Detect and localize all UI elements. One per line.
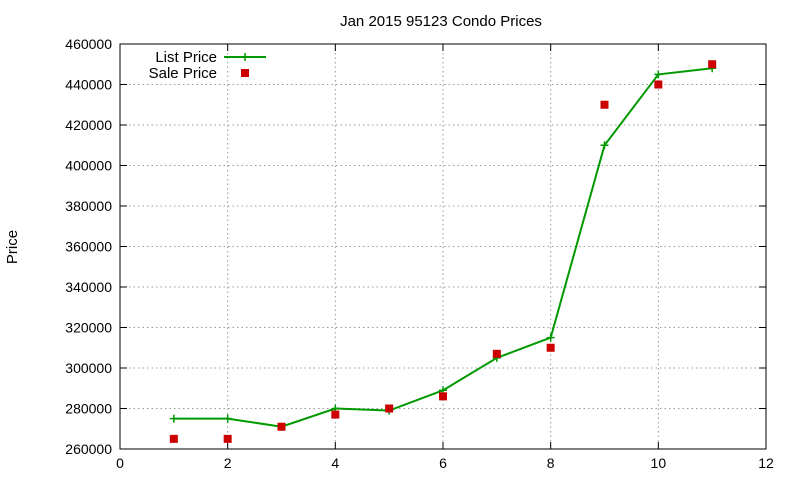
y-tick-label: 380000 [65,198,112,214]
y-tick-label: 400000 [65,158,112,174]
data-point-cross [600,141,609,150]
y-tick-label: 300000 [65,360,112,376]
x-tick-label: 8 [547,455,555,471]
x-tick-label: 0 [116,455,124,471]
data-point-square [439,392,447,401]
y-tick-label: 360000 [65,239,112,255]
data-point-cross [169,414,178,423]
x-tick-label: 10 [651,455,667,471]
x-tick-label: 2 [224,455,232,471]
x-tick-label: 4 [331,455,339,471]
legend-label: Sale Price [149,65,217,82]
y-tick-label: 460000 [65,36,112,52]
data-point-cross [546,333,555,342]
y-tick-label: 320000 [65,320,112,336]
data-point-square [385,404,394,413]
data-point-square [492,349,501,358]
series-sale-price [169,60,717,443]
series-layer [169,60,717,443]
gridlines [120,44,766,449]
data-point-cross [654,70,663,79]
y-tick-label: 420000 [65,117,112,133]
data-point-square [223,434,232,443]
data-point-square [708,60,717,69]
legend-swatch-square [241,69,249,77]
data-point-square [654,80,663,89]
axis-ticks: 260000 280000 300000 320000 340000 360000 3800… [65,36,774,471]
data-point-square [331,410,340,419]
y-tick-label: 440000 [65,77,112,93]
legend-swatch-cross [241,53,249,61]
y-tick-label: 260000 [65,441,112,457]
y-axis-label: Price [4,230,21,264]
y-tick-label: 280000 [65,401,112,417]
legend-label: List Price [155,49,217,66]
data-point-cross [223,414,232,423]
y-tick-label: 340000 [65,279,112,295]
data-point-square [169,434,178,443]
series-list-price [169,64,717,431]
x-tick-label: 6 [439,455,447,471]
data-point-square [546,343,555,352]
x-tick-label: 12 [758,455,774,471]
data-point-square [277,422,286,431]
data-point-square [600,100,609,109]
chart-title: Jan 2015 95123 Condo Prices [340,13,542,30]
